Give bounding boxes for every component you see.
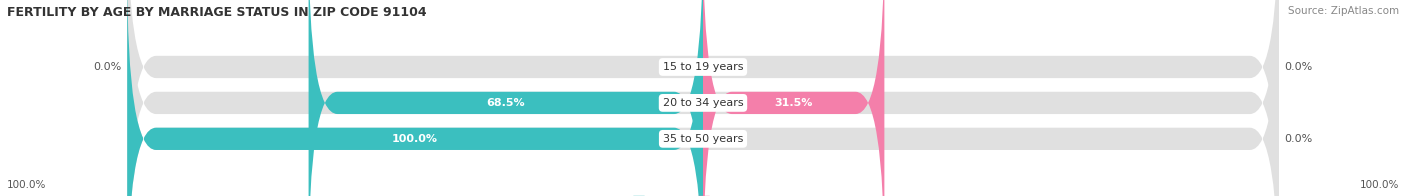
- FancyBboxPatch shape: [703, 0, 884, 196]
- Text: 0.0%: 0.0%: [1285, 62, 1313, 72]
- Text: 20 to 34 years: 20 to 34 years: [662, 98, 744, 108]
- Text: Source: ZipAtlas.com: Source: ZipAtlas.com: [1288, 6, 1399, 16]
- Text: 100.0%: 100.0%: [392, 134, 439, 144]
- FancyBboxPatch shape: [127, 0, 1279, 196]
- Legend: Married, Unmarried: Married, Unmarried: [628, 191, 778, 196]
- Text: 15 to 19 years: 15 to 19 years: [662, 62, 744, 72]
- Text: 0.0%: 0.0%: [93, 62, 121, 72]
- FancyBboxPatch shape: [127, 0, 703, 196]
- Text: 68.5%: 68.5%: [486, 98, 524, 108]
- FancyBboxPatch shape: [127, 0, 1279, 196]
- Text: 31.5%: 31.5%: [775, 98, 813, 108]
- Text: 100.0%: 100.0%: [1360, 180, 1399, 190]
- FancyBboxPatch shape: [127, 0, 1279, 196]
- Text: 35 to 50 years: 35 to 50 years: [662, 134, 744, 144]
- Text: 0.0%: 0.0%: [1285, 134, 1313, 144]
- FancyBboxPatch shape: [308, 0, 703, 196]
- Text: FERTILITY BY AGE BY MARRIAGE STATUS IN ZIP CODE 91104: FERTILITY BY AGE BY MARRIAGE STATUS IN Z…: [7, 6, 426, 19]
- Text: 100.0%: 100.0%: [7, 180, 46, 190]
